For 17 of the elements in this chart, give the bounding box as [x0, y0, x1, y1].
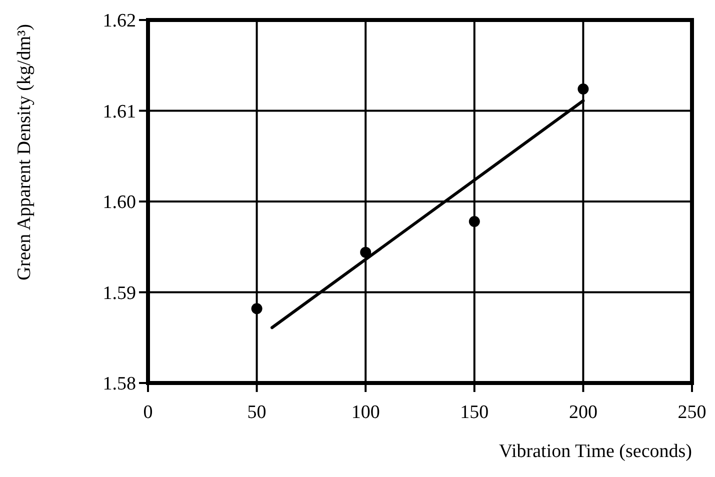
y-tick-label: 1.58 [102, 374, 136, 395]
y-tick-label: 1.62 [102, 10, 136, 32]
point [360, 246, 372, 258]
y-axis-title: Green Apparent Density (kg/dm³) [14, 24, 35, 280]
x-axis-title: Vibration Time (seconds) [498, 441, 692, 462]
x-tick-label: 0 [143, 402, 153, 423]
x-tick-label: 100 [351, 402, 380, 423]
y-tick-label: 1.59 [102, 282, 136, 304]
y-tick-label: 1.60 [102, 192, 136, 214]
x-tick-label: 50 [247, 402, 266, 423]
point [578, 83, 589, 94]
y-tick-label: 1.61 [102, 101, 136, 122]
x-tick-label: 150 [460, 402, 489, 423]
point [251, 303, 262, 314]
x-tick-label: 200 [568, 402, 598, 423]
x-tick-label: 250 [678, 402, 706, 423]
point [468, 216, 480, 227]
